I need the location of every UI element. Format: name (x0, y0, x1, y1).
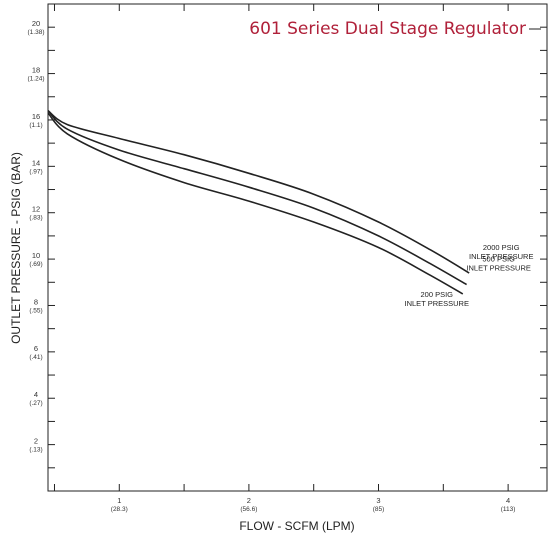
series-label: INLET PRESSURE (469, 252, 533, 261)
x-tick-sublabel: (85) (373, 506, 385, 513)
x-tick-sublabel: (56.6) (240, 506, 257, 513)
x-tick-sublabel: (113) (501, 506, 516, 513)
y-tick-label: 12 (32, 205, 40, 214)
y-tick-sublabel: (.69) (29, 261, 42, 268)
y-tick-sublabel: (1.1) (29, 122, 42, 129)
y-tick-label: 14 (32, 158, 40, 167)
series-label: INLET PRESSURE (466, 264, 530, 273)
title-backdrop (283, 15, 538, 39)
y-tick-label: 10 (32, 251, 40, 260)
y-tick-label: 16 (32, 112, 40, 121)
y-tick-sublabel: (.27) (29, 400, 42, 407)
y-tick-label: 20 (32, 19, 40, 28)
y-axis-title: OUTLET PRESSURE - PSIG (BAR) (9, 152, 23, 344)
y-tick-label: 2 (34, 437, 38, 446)
series-label: 2000 PSIG (483, 243, 520, 252)
series-line (47, 110, 468, 286)
axis-ticks: 2(.13)4(.27)6(.41)8(.55)10(.69)12(.83)14… (28, 4, 547, 513)
y-tick-sublabel: (.55) (29, 307, 42, 314)
x-tick-sublabel: (28.3) (111, 506, 128, 513)
x-tick-label: 3 (376, 496, 380, 505)
y-tick-sublabel: (.41) (29, 354, 42, 361)
chart-title: 601 Series Dual Stage Regulator (249, 19, 526, 39)
series-label: 200 PSIG (420, 290, 453, 299)
x-axis-title: FLOW - SCFM (LPM) (239, 519, 354, 533)
y-tick-label: 4 (34, 390, 38, 399)
x-tick-label: 1 (117, 496, 121, 505)
y-tick-sublabel: (.83) (29, 215, 42, 222)
series-label: 500 PSIG (482, 255, 515, 264)
y-tick-sublabel: (.13) (29, 447, 42, 454)
series-label: INLET PRESSURE (405, 299, 469, 308)
plot-frame (47, 3, 548, 492)
series-line (47, 110, 470, 274)
y-tick-label: 6 (34, 344, 38, 353)
y-tick-label: 18 (32, 66, 40, 75)
y-tick-sublabel: (1.38) (28, 29, 45, 36)
x-tick-label: 4 (506, 496, 510, 505)
series-line (47, 112, 464, 295)
y-tick-sublabel: (1.24) (28, 76, 45, 83)
y-tick-label: 8 (34, 297, 38, 306)
x-tick-label: 2 (247, 496, 251, 505)
y-tick-sublabel: (.97) (29, 168, 42, 175)
